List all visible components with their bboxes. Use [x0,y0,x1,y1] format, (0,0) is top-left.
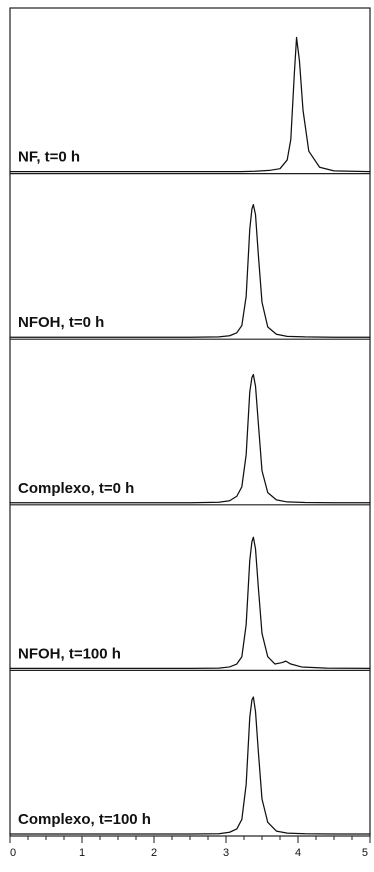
plot-frame [9,7,371,837]
series-trace [9,36,371,173]
x-tick-label: 1 [79,847,85,859]
series-trace [9,203,371,338]
x-tick-label: 2 [151,847,157,859]
series-label: NF, t=0 h [18,149,80,166]
series-trace [9,536,371,670]
x-tick-label: 5 [362,847,368,859]
series-trace [9,373,371,504]
x-tick-label: 4 [295,847,301,859]
series-label: NFOH, t=100 h [18,645,121,662]
x-tick-label: 0 [10,847,16,859]
series-trace [9,696,371,835]
series-label: Complexo, t=100 h [18,811,151,828]
x-tick-label: 3 [223,847,229,859]
series-label: NFOH, t=0 h [18,314,104,331]
series-label: Complexo, t=0 h [18,480,134,497]
